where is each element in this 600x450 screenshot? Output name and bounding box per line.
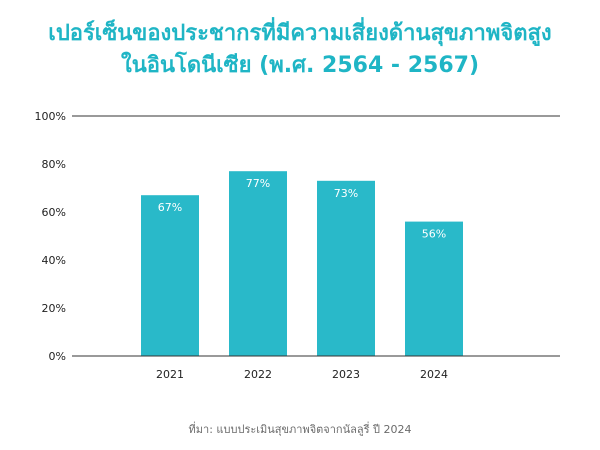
y-tick-label: 20%: [42, 302, 66, 315]
data-label-2021: 67%: [158, 201, 182, 214]
y-tick-label: 40%: [42, 254, 66, 267]
bar-2024: [405, 221, 463, 356]
y-tick-label: 80%: [42, 158, 66, 171]
bar-2022: [229, 171, 287, 356]
x-tick-label-2024: 2024: [420, 368, 448, 381]
x-tick-label-2021: 2021: [156, 368, 184, 381]
bar-2021: [141, 195, 199, 356]
x-tick-label-2023: 2023: [332, 368, 360, 381]
data-label-2022: 77%: [246, 177, 270, 190]
bar-2023: [317, 180, 375, 356]
chart-title: เปอร์เซ็นของประชากรที่มีความเสี่ยงด้านสุ…: [0, 18, 600, 82]
y-tick-label: 0%: [49, 350, 66, 363]
chart-title-line-2: ในอินโดนีเซีย (พ.ศ. 2564 - 2567): [120, 53, 480, 78]
data-label-2024: 56%: [422, 228, 446, 241]
data-label-2023: 73%: [334, 187, 358, 200]
y-tick-label: 100%: [35, 110, 66, 123]
x-tick-label-2022: 2022: [244, 368, 272, 381]
chart-title-line-1: เปอร์เซ็นของประชากรที่มีความเสี่ยงด้านสุ…: [48, 21, 552, 46]
source-note: ที่มา: แบบประเมินสุขภาพจิตจากนัลลูรี่ ปี…: [188, 423, 412, 436]
y-tick-label: 60%: [42, 206, 66, 219]
